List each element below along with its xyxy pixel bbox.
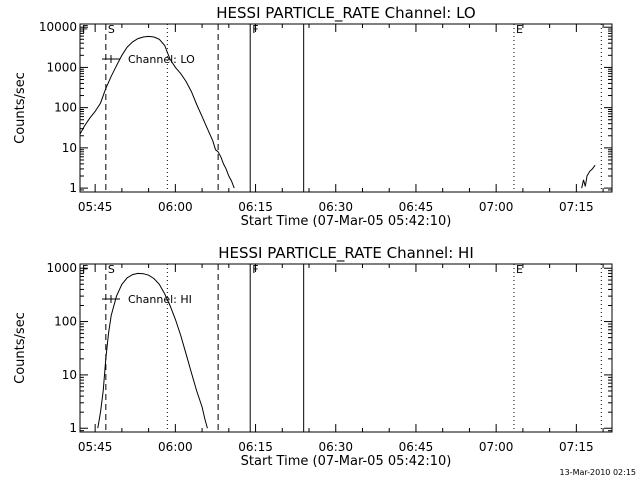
series-line bbox=[97, 272, 208, 429]
chart-panel-1: HESSI PARTICLE_RATE Channel: HI 05:45 06:0… bbox=[13, 244, 613, 469]
x-tick-label: 05:45 bbox=[78, 200, 113, 214]
y-axis-label: Counts/sec bbox=[13, 72, 28, 144]
x-tick-label: 07:00 bbox=[479, 200, 514, 214]
x-tick-label: 06:45 bbox=[399, 440, 434, 454]
legend-label: Channel: HI bbox=[128, 293, 192, 306]
chart-title: HESSI PARTICLE_RATE Channel: LO bbox=[216, 4, 475, 23]
series-line bbox=[581, 164, 596, 189]
event-marker-label: S bbox=[108, 23, 115, 36]
y-tick-label: 1 bbox=[69, 421, 77, 435]
y-tick-label: 10000 bbox=[39, 20, 77, 34]
chart-title: HESSI PARTICLE_RATE Channel: HI bbox=[218, 244, 474, 263]
y-tick-label: 10 bbox=[62, 368, 77, 382]
legend-label: Channel: LO bbox=[128, 53, 195, 66]
event-marker-label: E bbox=[516, 263, 523, 276]
x-tick-label: 07:00 bbox=[479, 440, 514, 454]
x-tick-label: 06:15 bbox=[238, 440, 273, 454]
x-tick-label: 06:45 bbox=[399, 200, 434, 214]
series-line bbox=[80, 35, 235, 189]
timestamp-label: 13-Mar-2010 02:15 bbox=[560, 468, 637, 477]
x-tick-label: 06:30 bbox=[318, 440, 353, 454]
event-marker-label: E bbox=[516, 23, 523, 36]
y-tick-label: 100 bbox=[54, 101, 77, 115]
x-axis-label: Start Time (07-Mar-05 05:42:10) bbox=[241, 214, 452, 229]
y-tick-label: 1000 bbox=[46, 60, 77, 74]
event-marker-label: F bbox=[252, 23, 258, 36]
event-marker-label: F bbox=[82, 263, 88, 276]
x-tick-label: 07:15 bbox=[559, 200, 594, 214]
y-tick-label: 100 bbox=[54, 315, 77, 329]
chart-panel-0: HESSI PARTICLE_RATE Channel: LO 05:45 06:0… bbox=[13, 4, 613, 229]
x-tick-label: 06:30 bbox=[318, 200, 353, 214]
y-tick-label: 1000 bbox=[46, 261, 77, 275]
x-tick-label: 06:00 bbox=[158, 440, 193, 454]
x-axis-label: Start Time (07-Mar-05 05:42:10) bbox=[241, 454, 452, 469]
x-tick-label: 07:15 bbox=[559, 440, 594, 454]
x-tick-label: 05:45 bbox=[78, 440, 113, 454]
x-tick-label: 06:00 bbox=[158, 200, 193, 214]
y-tick-label: 1 bbox=[69, 181, 77, 195]
x-tick-label: 06:15 bbox=[238, 200, 273, 214]
plot-frame bbox=[79, 263, 613, 433]
y-axis-label: Counts/sec bbox=[13, 312, 28, 384]
y-tick-label: 10 bbox=[62, 141, 77, 155]
event-marker-label: F bbox=[82, 23, 88, 36]
event-marker-label: F bbox=[252, 263, 258, 276]
event-marker-label: S bbox=[108, 263, 115, 276]
